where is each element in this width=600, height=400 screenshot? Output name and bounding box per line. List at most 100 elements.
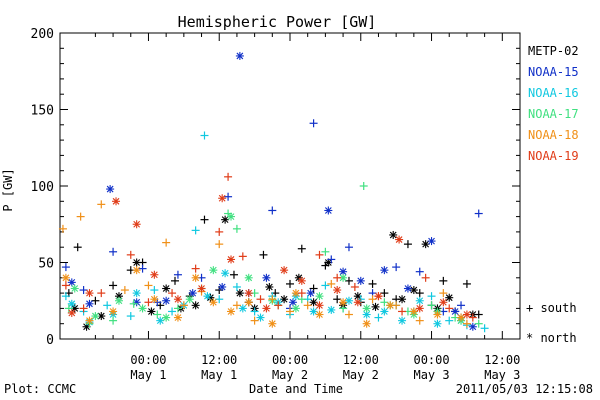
north-marker <box>398 295 407 304</box>
north-marker <box>185 295 194 304</box>
south-marker <box>224 192 233 201</box>
south-marker <box>232 282 241 291</box>
data-markers <box>58 51 489 333</box>
south-marker <box>259 250 268 259</box>
north-marker <box>398 316 407 325</box>
south-marker <box>309 284 318 293</box>
north-marker <box>114 296 123 305</box>
north-marker <box>132 258 141 267</box>
y-axis-label: P [GW] <box>1 168 15 211</box>
north-marker <box>409 307 418 316</box>
south-marker <box>97 200 106 209</box>
south-marker <box>480 324 489 333</box>
north-marker <box>371 302 380 311</box>
north-marker <box>324 206 333 215</box>
south-marker <box>445 316 454 325</box>
x-tick-date: May 1 <box>201 368 237 382</box>
south-marker <box>468 313 477 322</box>
south-marker <box>173 270 182 279</box>
x-tick-time: 00:00 <box>130 353 166 367</box>
south-marker <box>232 301 241 310</box>
south-marker <box>79 304 88 313</box>
south-marker <box>215 295 224 304</box>
south-marker <box>321 281 330 290</box>
south-marker <box>250 307 259 316</box>
south-marker <box>474 319 483 328</box>
footer-timestamp: 2011/05/03 12:15:08 <box>456 382 593 396</box>
south-marker <box>415 316 424 325</box>
north-marker <box>191 273 200 282</box>
north-marker <box>262 304 271 313</box>
north-marker <box>70 304 79 313</box>
south-marker <box>350 282 359 291</box>
north-marker <box>106 185 115 194</box>
legend-entry: NOAA-17 <box>528 107 579 121</box>
south-marker <box>286 279 294 288</box>
north-marker <box>395 235 404 244</box>
north-marker <box>218 194 227 203</box>
north-marker <box>173 295 182 304</box>
south-marker <box>76 212 85 221</box>
south-marker <box>392 263 401 272</box>
north-marker <box>209 266 218 275</box>
south-marker <box>445 304 454 313</box>
north-marker <box>132 220 141 229</box>
north-marker <box>67 278 76 287</box>
north-marker <box>339 298 348 307</box>
south-marker <box>191 226 200 235</box>
y-tick-label: 0 <box>46 333 54 348</box>
south-marker <box>415 289 424 298</box>
south-marker <box>168 289 177 298</box>
marker-legend: + south * north <box>526 301 577 345</box>
south-marker <box>268 206 277 215</box>
north-marker <box>132 266 141 275</box>
south-marker <box>344 276 353 285</box>
south-marker <box>333 295 342 304</box>
south-marker <box>462 279 471 288</box>
north-marker <box>333 286 342 295</box>
north-marker <box>109 307 118 316</box>
x-tick-date: May 3 <box>413 368 449 382</box>
south-marker <box>109 281 118 290</box>
north-marker <box>415 304 424 313</box>
north-marker <box>457 313 466 322</box>
north-marker <box>262 273 271 282</box>
north-marker <box>173 313 182 322</box>
south-marker <box>327 255 336 264</box>
north-marker <box>439 298 448 307</box>
north-marker <box>112 197 121 206</box>
north-marker <box>421 240 430 249</box>
south-marker <box>232 224 241 233</box>
north-marker <box>67 299 76 308</box>
south-marker <box>91 296 100 305</box>
y-axis-ticks: 0 50 100 150 200 <box>31 27 520 348</box>
south-marker <box>380 298 389 307</box>
marker-legend-entry: * north <box>526 331 577 345</box>
marker-legend-entry: + south <box>526 301 577 315</box>
south-marker <box>126 250 135 259</box>
south-marker <box>97 289 106 298</box>
south-marker <box>150 286 159 295</box>
south-marker <box>224 172 233 181</box>
north-marker <box>235 51 244 60</box>
north-marker <box>162 313 171 322</box>
north-marker <box>85 316 94 325</box>
north-marker <box>191 301 200 310</box>
north-marker <box>221 215 230 224</box>
x-tick-time: 00:00 <box>272 353 308 367</box>
x-tick-time: 12:00 <box>343 353 379 367</box>
x-tick-time: 12:00 <box>484 353 520 367</box>
south-marker <box>109 316 118 325</box>
north-marker <box>203 292 212 301</box>
south-marker <box>129 299 138 308</box>
north-marker <box>315 301 324 310</box>
south-marker <box>297 289 306 298</box>
north-marker <box>67 308 76 317</box>
south-marker <box>61 263 70 272</box>
north-marker <box>91 312 100 321</box>
legend-entry: NOAA-15 <box>528 65 579 79</box>
y-tick-label: 50 <box>38 257 54 272</box>
north-marker <box>162 296 171 305</box>
south-marker <box>168 307 177 316</box>
